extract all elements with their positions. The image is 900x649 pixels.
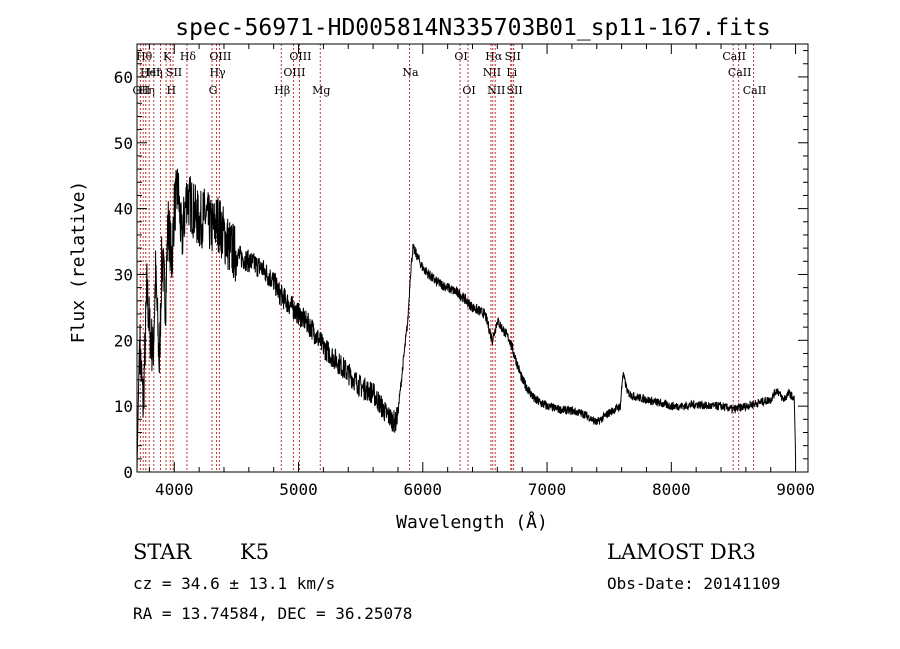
observation-date: Obs-Date: 20141109 bbox=[607, 574, 781, 593]
spectral-line-label: SII bbox=[505, 50, 521, 63]
x-tick-label: 7000 bbox=[528, 480, 567, 499]
y-tick-label: 20 bbox=[114, 331, 133, 350]
spectral-line-label: NII bbox=[483, 66, 501, 79]
spectral-line-label: Mg bbox=[312, 84, 330, 97]
spectral-line-label: CaII bbox=[728, 66, 752, 79]
object-subclass: K5 bbox=[240, 540, 270, 564]
y-tick-label: 50 bbox=[114, 134, 133, 153]
spectral-line-label: Na bbox=[402, 66, 419, 79]
spectral-line-label: Hα bbox=[485, 50, 503, 63]
y-axis-ticks: 0 10 20 30 40 50 60 bbox=[114, 50, 808, 482]
x-tick-label: 8000 bbox=[652, 480, 691, 499]
spectral-line-label: Hη bbox=[139, 84, 155, 97]
spectral-line-label: OI bbox=[462, 84, 475, 97]
spectral-line-label: OIII bbox=[289, 50, 311, 63]
x-axis-ticks: 4000 5000 6000 7000 8000 9000 bbox=[148, 44, 815, 499]
y-axis-label: Flux (relative) bbox=[68, 181, 89, 344]
spectral-line-label: OIII bbox=[283, 66, 305, 79]
object-class: STAR bbox=[133, 540, 192, 564]
spectral-line-label: SII bbox=[507, 84, 523, 97]
redshift-velocity: cz = 34.6 ± 13.1 km/s bbox=[133, 574, 336, 593]
y-tick-label: 10 bbox=[114, 397, 133, 416]
x-tick-label: 9000 bbox=[776, 480, 815, 499]
survey-name: LAMOST DR3 bbox=[607, 540, 756, 564]
chart-title: spec-56971-HD005814N335703B01_sp11-167.f… bbox=[175, 15, 770, 41]
spectral-line-label: K bbox=[163, 50, 172, 63]
x-tick-label: 5000 bbox=[279, 480, 318, 499]
coordinates: RA = 13.74584, DEC = 36.25078 bbox=[133, 604, 413, 623]
y-tick-label: 40 bbox=[114, 200, 133, 219]
x-axis-label: Wavelength (Å) bbox=[396, 511, 548, 533]
spectral-line-label: CaII bbox=[722, 50, 746, 63]
x-tick-label: 4000 bbox=[155, 480, 194, 499]
spectral-line-label: HeI bbox=[140, 66, 160, 79]
spectral-line-label: CaII bbox=[743, 84, 767, 97]
spectral-line-label: Hγ bbox=[209, 66, 226, 79]
spectral-line-label: SII bbox=[166, 66, 182, 79]
spectral-line-label: OIII bbox=[209, 50, 231, 63]
spectral-line-label: Hθ bbox=[136, 50, 153, 63]
y-tick-label: 30 bbox=[114, 265, 133, 284]
spectral-line-label: OI bbox=[454, 50, 467, 63]
spectrum-line bbox=[136, 168, 797, 473]
spectral-line-label: H bbox=[167, 84, 177, 97]
x-tick-label: 6000 bbox=[404, 480, 443, 499]
y-tick-label: 0 bbox=[123, 463, 133, 482]
spectral-line-label: Hδ bbox=[180, 50, 197, 63]
y-tick-label: 60 bbox=[114, 68, 133, 87]
spectral-line-label: NII bbox=[487, 84, 505, 97]
spectral-line-label: G bbox=[209, 84, 218, 97]
spectral-line-label: Hη bbox=[147, 66, 163, 79]
spectral-line-label: Hβ bbox=[274, 84, 290, 97]
